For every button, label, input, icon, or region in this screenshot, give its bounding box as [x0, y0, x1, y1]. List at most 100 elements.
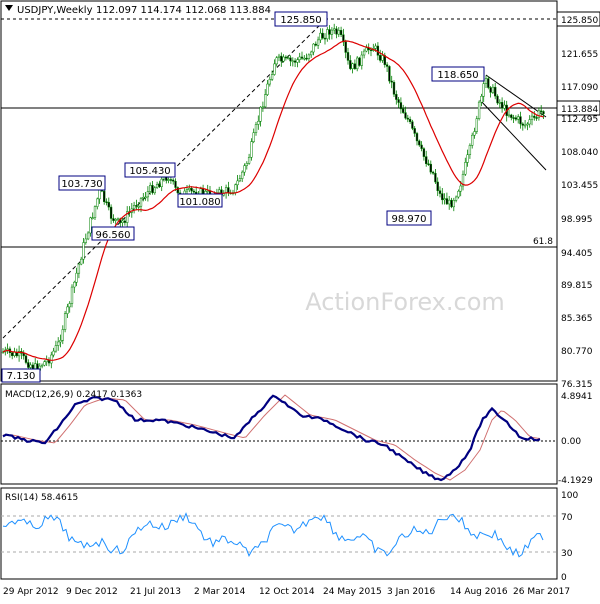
candle-body [89, 217, 92, 234]
candle-body [450, 199, 453, 208]
candle-body [323, 37, 327, 40]
candle-body [503, 104, 506, 109]
candle-body [431, 171, 435, 174]
macd-y-tick: 4.8941 [561, 392, 593, 402]
x-tick-label: 12 Oct 2014 [259, 587, 315, 597]
candle-body [418, 140, 421, 146]
candle-body [266, 83, 269, 95]
candle-body [245, 163, 248, 166]
candle-body [353, 63, 357, 70]
candle-body [105, 201, 108, 203]
candle-body [243, 165, 246, 173]
candle-body [452, 200, 455, 208]
candle-body [404, 112, 407, 119]
candle-body [137, 205, 140, 208]
candle-body [169, 179, 173, 181]
dropdown-triangle-icon [5, 5, 13, 11]
candle-body [339, 30, 343, 36]
candle-body [144, 196, 147, 199]
candle-body [27, 362, 30, 368]
annotation-98970: 98.970 [392, 214, 427, 225]
candle-body [241, 171, 244, 179]
price-y-axis: 125.850 121.655 117.090 113.884 112.495 … [556, 11, 600, 390]
annotation-103730: 103.730 [61, 179, 102, 190]
candle-body [344, 41, 347, 53]
candle-body [314, 43, 317, 46]
rsi-panel-frame [0, 487, 558, 580]
candle-body [461, 173, 465, 187]
candle-body [540, 110, 543, 113]
candle-body [402, 108, 405, 113]
x-tick-label: 9 Dec 2012 [66, 587, 118, 597]
annotation-box-7130 [1, 368, 41, 383]
price-panel-frame [0, 0, 558, 382]
x-tick-label: 3 Jan 2016 [387, 587, 435, 597]
candle-body [436, 181, 439, 191]
candle-body [63, 313, 67, 330]
candle-body [321, 32, 324, 39]
current-price-box [556, 100, 600, 116]
candle-body [342, 34, 345, 43]
candle-body [310, 51, 313, 56]
watermark-text: ActionForex.com [305, 288, 505, 316]
candle-body [434, 173, 437, 183]
candle-body [75, 272, 78, 283]
candle-body [257, 120, 260, 125]
candle-body [167, 179, 170, 181]
y-tick-label: 121.655 [561, 50, 598, 60]
candle-body [273, 63, 276, 75]
y-tick-label: 80.770 [561, 347, 593, 357]
candle-body [351, 63, 354, 69]
candle-body [487, 78, 490, 88]
rsi-y-tick: 30 [561, 549, 573, 559]
candle-body [234, 184, 237, 193]
candle-body [358, 57, 361, 66]
candle-body [73, 281, 76, 288]
x-axis: 29 Apr 2012 9 Dec 2012 21 Jul 2013 2 Mar… [3, 587, 570, 597]
x-tick-label: 29 Apr 2012 [3, 587, 59, 597]
candle-body [349, 60, 352, 69]
candle-body [287, 57, 290, 60]
candle-body [473, 131, 476, 136]
annotation-118650: 118.650 [437, 70, 478, 81]
candle-body [507, 114, 511, 117]
candle-body [346, 52, 350, 61]
chart-header: USDJPY,Weekly 112.097 114.174 112.068 11… [5, 5, 271, 16]
candle-body [408, 119, 412, 122]
candle-body [337, 30, 340, 35]
candle-body [303, 57, 306, 60]
candle-body [441, 193, 444, 201]
candle-body [61, 329, 64, 341]
y-tick-label: 108.040 [561, 148, 598, 158]
candle-body [153, 187, 156, 194]
candle-body [293, 60, 297, 63]
candle-body [261, 106, 265, 109]
candle-body [496, 95, 499, 104]
candle-body [477, 101, 481, 119]
candle-body [397, 99, 400, 103]
annotation-box-118650 [431, 66, 485, 82]
candle-body [227, 187, 230, 194]
rsi-line [2, 512, 544, 558]
candle-body [438, 190, 442, 194]
candle-body [519, 116, 522, 125]
rsi-y-tick: 100 [561, 491, 578, 501]
macd-label: MACD(12,26,9) 0.2417 0.1363 [5, 390, 142, 400]
candle-body [542, 111, 545, 115]
candle-body [388, 66, 391, 82]
candle-body [528, 119, 531, 125]
candle-body [123, 220, 127, 223]
x-tick-label: 2 Mar 2014 [194, 587, 246, 597]
candle-body [369, 49, 373, 52]
annotation-box-105430 [124, 162, 176, 178]
candle-body [250, 141, 253, 158]
candle-body [275, 57, 278, 65]
current-price-label: 113.884 [561, 105, 598, 115]
candle-body [68, 303, 71, 308]
candle-body [151, 185, 154, 194]
candle-body [316, 39, 320, 46]
channel-lower-line [479, 99, 547, 171]
candle-body [415, 133, 419, 142]
candle-body [379, 55, 382, 61]
